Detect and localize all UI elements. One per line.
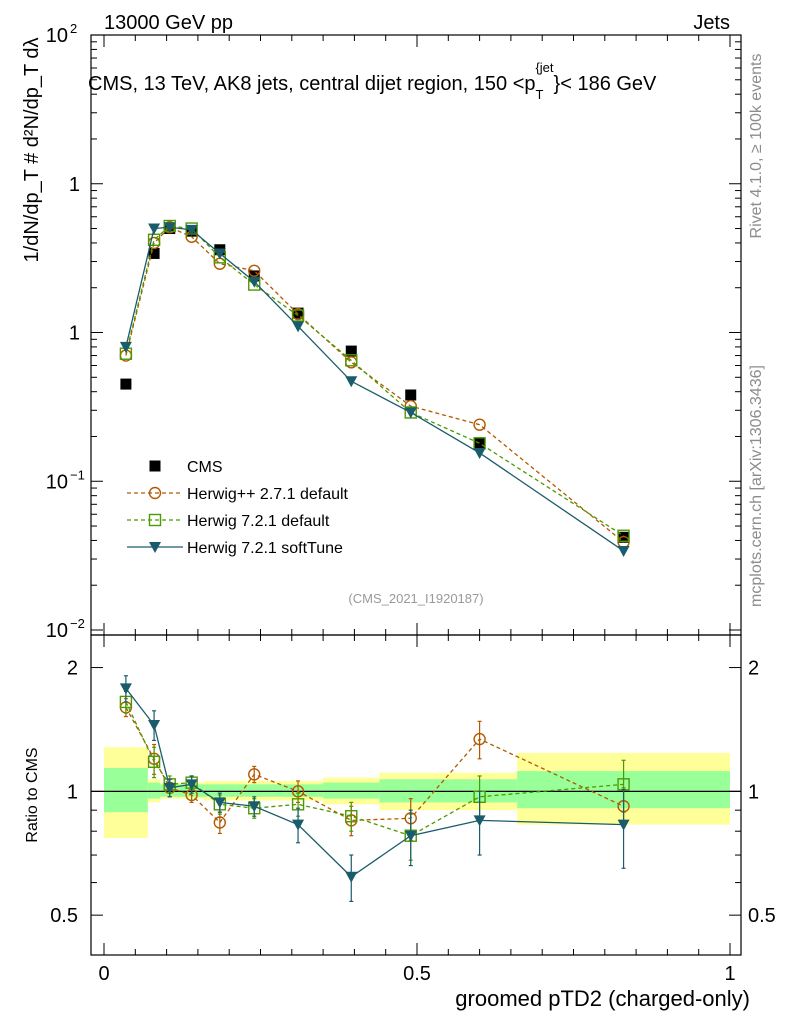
point-cms <box>474 437 486 449</box>
ratio-y-tick-label: 1 <box>748 781 759 803</box>
point-cms <box>292 307 304 319</box>
analysis-id: (CMS_2021_I1920187) <box>348 591 483 606</box>
point-herwig-7-2-1-softtune <box>473 447 486 459</box>
point-herwig-7-2-1-default <box>291 309 305 322</box>
y-tick-label: 10 <box>46 471 68 493</box>
ratio-point-herwig-2-7-1-default <box>248 768 261 781</box>
rivet-label: Rivet 4.1.0, ≥ 100k events <box>748 54 765 239</box>
ratio-point-herwig-7-2-1-softtune <box>185 779 198 791</box>
ratio-point-herwig-7-2-1-softtune <box>345 871 358 883</box>
x-tick-label: 1 <box>724 963 735 985</box>
y-axis-label: 1/dN/dp_T # d²N/dp_T dλ <box>21 38 43 263</box>
point-herwig-7-2-1-softtune <box>213 248 226 260</box>
ratio-point-herwig-2-7-1-default <box>473 732 486 746</box>
ratio-point-herwig-7-2-1-softtune <box>148 719 161 731</box>
x-tick-label: 0 <box>98 963 109 985</box>
legend-label-cms: CMS <box>187 459 223 476</box>
x-tick-label: 0.5 <box>403 963 431 985</box>
legend-marker-cms <box>149 460 161 472</box>
point-herwig-7-2-1-softtune <box>292 321 305 333</box>
point-cms <box>618 531 630 543</box>
band-inner <box>147 782 161 799</box>
band-inner <box>204 784 236 797</box>
point-herwig-2-7-1-default <box>248 264 261 277</box>
jets-label: Jets <box>693 12 730 34</box>
point-herwig-7-2-1-default <box>617 529 630 542</box>
point-herwig-7-2-1-default <box>345 354 358 367</box>
band-inner <box>235 784 274 797</box>
point-herwig-7-2-1-softtune <box>345 376 358 388</box>
ratio-point-herwig-7-2-1-softtune <box>119 683 132 695</box>
ratio-y-axis-label: Ratio to CMS <box>24 747 41 842</box>
legend-label-herwig-2-7-1-default: Herwig++ 2.7.1 default <box>187 486 349 503</box>
legend-marker-herwig-2-7-1-default <box>148 486 162 500</box>
ratio-point-herwig-7-2-1-softtune <box>213 797 226 809</box>
ratio-y-tick-label: 2 <box>67 658 78 680</box>
title-sub: T <box>536 87 544 102</box>
legend-marker-herwig-7-2-1-default <box>148 513 162 527</box>
point-herwig-2-7-1-default <box>473 418 486 431</box>
ratio-point-herwig-7-2-1-softtune <box>163 782 176 794</box>
point-cms <box>345 345 357 357</box>
ratio-y-tick-label: 2 <box>748 658 759 680</box>
point-herwig-7-2-1-softtune <box>163 222 176 234</box>
point-herwig-7-2-1-softtune <box>617 545 630 557</box>
point-herwig-7-2-1-softtune <box>404 407 417 419</box>
y-tick-label: 10 <box>46 25 68 47</box>
point-cms <box>120 378 132 390</box>
point-herwig-7-2-1-softtune <box>119 341 132 353</box>
ratio-point-herwig-7-2-1-softtune <box>292 819 305 831</box>
ratio-point-herwig-7-2-1-softtune <box>404 830 417 842</box>
chart-title: CMS, 13 TeV, AK8 jets, central dijet reg… <box>88 60 657 102</box>
x-axis-label: groomed pTD2 (charged-only) <box>455 986 750 1011</box>
ratio-point-herwig-7-2-1-softtune <box>473 815 486 827</box>
ratio-point-herwig-7-2-1-default <box>345 810 358 823</box>
legend-marker-herwig-7-2-1-softtune <box>149 542 161 553</box>
title-main: CMS, 13 TeV, AK8 jets, central dijet reg… <box>88 73 536 95</box>
legend-label-herwig-7-2-1-default: Herwig 7.2.1 default <box>187 513 330 530</box>
y-tick-label: 10 <box>46 620 68 642</box>
point-cms <box>148 247 160 259</box>
y-tick-label: 1 <box>69 323 80 345</box>
y-tick-label: 1 <box>69 174 80 196</box>
ratio-y-tick-label: 1 <box>67 781 78 803</box>
title-sup: {jet <box>535 60 553 75</box>
ratio-frame <box>90 634 742 956</box>
mcplots-label: mcplots.cern.ch [arXiv:1306.3436] <box>748 365 765 607</box>
y-tick-exponent: −1 <box>70 467 85 482</box>
point-herwig-7-2-1-softtune <box>148 223 161 235</box>
title-end: }< 186 GeV <box>554 73 658 95</box>
ratio-y-tick-label: 0.5 <box>748 905 776 927</box>
y-tick-exponent: 2 <box>70 21 77 36</box>
series-line-herwig-7-2-1-default <box>125 225 624 537</box>
band-inner <box>104 767 148 813</box>
ratio-y-tick-label: 0.5 <box>50 905 78 927</box>
point-herwig-7-2-1-softtune <box>248 276 261 288</box>
ratio-point-herwig-7-2-1-softtune <box>248 801 261 813</box>
ratio-point-herwig-7-2-1-softtune <box>617 819 630 831</box>
band-inner <box>323 782 380 799</box>
ratio-point-herwig-2-7-1-default <box>213 816 227 829</box>
energy-label: 13000 GeV pp <box>104 12 233 34</box>
point-cms <box>405 389 417 401</box>
ratio-point-herwig-7-2-1-default <box>147 755 161 768</box>
legend-label-herwig-7-2-1-softtune: Herwig 7.2.1 softTune <box>187 540 343 557</box>
point-herwig-7-2-1-softtune <box>185 224 198 236</box>
y-tick-exponent: −2 <box>70 616 85 631</box>
